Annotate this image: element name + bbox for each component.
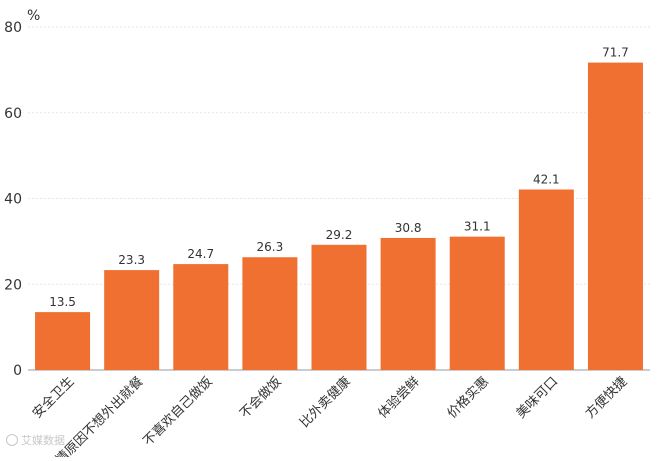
bar: [104, 270, 160, 370]
bar: [35, 312, 91, 370]
data-label: 29.2: [326, 228, 353, 242]
value-labels: 13.5 23.3 24.7 26.3 29.2 30.8 31.1 42.1 71.7: [49, 46, 629, 310]
bar: [518, 189, 574, 370]
data-label: 71.7: [602, 46, 629, 60]
data-label: 31.1: [464, 220, 491, 234]
x-tick-label: 不会做饭: [237, 374, 284, 421]
y-tick-label: 40: [4, 192, 22, 208]
bar: [173, 264, 229, 370]
y-unit-label: %: [27, 8, 40, 24]
data-label: 13.5: [49, 295, 76, 309]
x-tick-label: 方便快捷: [582, 374, 630, 422]
y-tick-label: 80: [4, 20, 22, 36]
bars: [35, 62, 643, 371]
x-tick-label: 美味可口: [514, 374, 561, 421]
x-tick-label: 体验尝鲜: [375, 374, 423, 422]
watermark: 艾媒数据: [6, 432, 65, 448]
watermark-text: 艾媒数据: [21, 434, 65, 447]
bar: [242, 257, 298, 370]
x-tick-label: 价格实惠: [444, 374, 492, 422]
logo-icon: [6, 434, 18, 446]
y-axis: % 0 20 40 60 80: [4, 8, 40, 379]
bar: [587, 62, 643, 371]
x-tick-label: 安全卫生: [29, 374, 77, 422]
bar: [449, 236, 505, 370]
x-tick-label: 不喜欢自己做饭: [141, 374, 216, 449]
y-tick-label: 60: [4, 106, 22, 122]
data-label: 42.1: [533, 172, 560, 186]
x-tick-label: 比外卖健康: [297, 374, 354, 431]
data-label: 23.3: [118, 253, 145, 267]
y-tick-label: 0: [13, 363, 22, 379]
bar: [311, 244, 367, 370]
bar: [380, 237, 436, 370]
data-label: 24.7: [187, 247, 214, 261]
y-tick-label: 20: [4, 277, 22, 293]
data-label: 30.8: [395, 221, 422, 235]
data-label: 26.3: [257, 240, 284, 254]
